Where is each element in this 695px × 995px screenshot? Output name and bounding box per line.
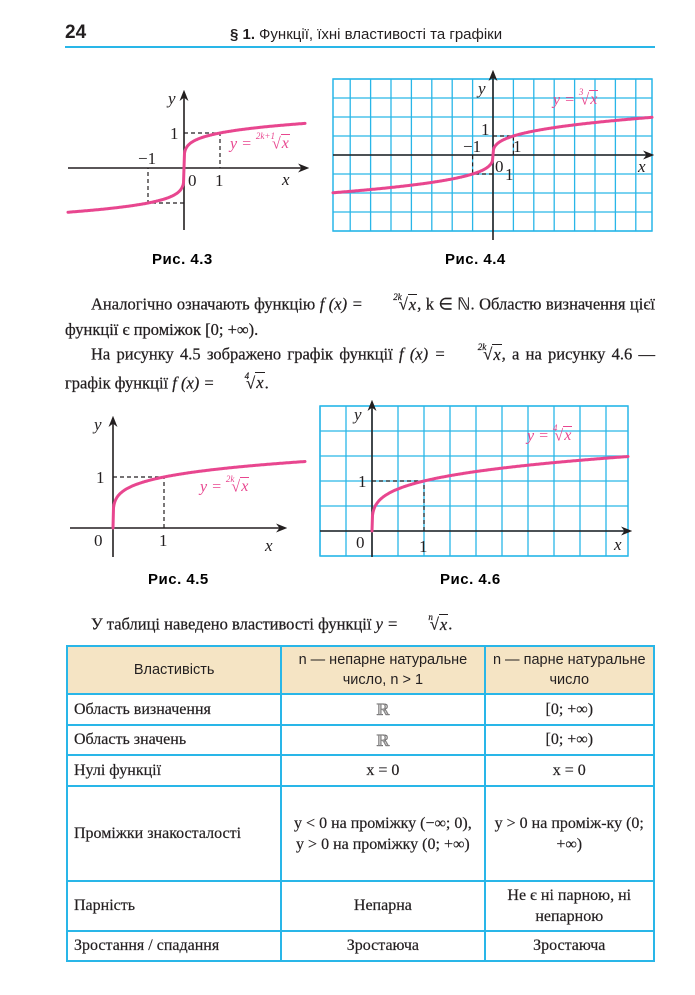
property-name: Парність <box>65 880 283 932</box>
figure-4-4 <box>331 69 655 240</box>
y-axis-label: y <box>352 405 362 424</box>
function-curve <box>111 460 307 530</box>
even-value: Не є ні парною, ні непарною <box>483 880 655 932</box>
odd-value: Зростаюча <box>280 930 486 962</box>
formula-label: y = 2k√x <box>200 474 250 496</box>
odd-value: ℝ <box>280 693 486 726</box>
chapter-title: Функції, їхні властивості та графіки <box>259 26 503 43</box>
y-tick-minus-1: 1 <box>505 165 514 184</box>
section-number: § 1. <box>230 26 256 43</box>
x-axis-label: x <box>281 170 290 189</box>
y-tick-1: 1 <box>170 124 179 143</box>
table-row: Зростання / спадання Зростаюча Зростаюча <box>65 930 655 962</box>
odd-value: ℝ <box>280 724 486 756</box>
x-tick-minus-1: −1 <box>138 149 156 168</box>
header-odd-n: n — непарне натуральне число, n > 1 <box>280 645 486 695</box>
x-axis-label: x <box>637 157 646 176</box>
formula-label: y = 3√x <box>553 87 599 109</box>
figure-4-6 <box>319 399 633 557</box>
figure-caption: Рис. 4.6 <box>440 571 501 588</box>
y-tick-1: 1 <box>96 468 105 487</box>
origin-label: 0 <box>495 157 504 176</box>
property-name: Проміжки знакосталості <box>65 785 283 882</box>
table-row: Область визначення ℝ [0; +∞) <box>65 693 655 726</box>
x-tick-1: 1 <box>215 171 224 190</box>
function-curve <box>331 115 654 195</box>
formula-label: y = 4√x <box>527 423 573 445</box>
paragraph-figures: На рисунку 4.5 зображено графік функції … <box>65 342 655 392</box>
running-header: § 1. Функції, їхні властивості та графіки <box>230 26 502 43</box>
odd-value: y < 0 на проміжку (−∞; 0), y > 0 на пром… <box>280 785 486 882</box>
figure-caption: Рис. 4.3 <box>152 251 213 268</box>
odd-value: Непарна <box>280 880 486 932</box>
x-tick-1: 1 <box>419 537 428 556</box>
formula-label: y = 2k+1√x <box>230 131 290 153</box>
header-even-n: n — парне натуральне число <box>483 645 655 695</box>
x-tick-1: 1 <box>159 531 168 550</box>
figure-4-5 <box>70 415 307 557</box>
header-property: Властивість <box>65 645 283 695</box>
origin-label: 0 <box>94 531 103 550</box>
even-value: [0; +∞) <box>483 693 655 726</box>
page-number: 24 <box>65 22 87 43</box>
even-value: [0; +∞) <box>483 724 655 756</box>
table-row: Проміжки знакосталості y < 0 на проміжку … <box>65 785 655 882</box>
x-axis-label: x <box>613 535 622 554</box>
y-axis-label: y <box>476 79 486 98</box>
paragraph-table-intro: У таблиці наведено властивості функції y… <box>91 612 453 634</box>
property-name: Нулі функції <box>65 754 283 787</box>
figure-caption: Рис. 4.4 <box>445 251 506 268</box>
property-name: Зростання / спадання <box>65 930 283 962</box>
even-value: x = 0 <box>483 754 655 787</box>
y-axis-label: y <box>166 89 176 108</box>
table-row: Парність Непарна Не є ні парною, ні непарн… <box>65 880 655 932</box>
properties-table: Властивість n — непарне натуральне число… <box>65 645 655 962</box>
y-tick-1: 1 <box>481 120 490 139</box>
figure-4-3 <box>66 89 310 230</box>
table-row: Область значень ℝ [0; +∞) <box>65 724 655 756</box>
figure-caption: Рис. 4.5 <box>148 571 209 588</box>
x-tick-minus-1: −1 <box>463 137 481 156</box>
paragraph-definition: Аналогічно означають функцію f (x) = 2k√… <box>65 292 655 339</box>
origin-label: 0 <box>356 533 365 552</box>
grid-border <box>319 405 629 557</box>
odd-value: x = 0 <box>280 754 486 787</box>
function-curve <box>66 121 307 214</box>
property-name: Область визначення <box>65 693 283 726</box>
origin-label: 0 <box>188 171 197 190</box>
property-name: Область значень <box>65 724 283 756</box>
table-header-row: Властивість n — непарне натуральне число… <box>65 645 655 695</box>
y-tick-1: 1 <box>358 472 367 491</box>
x-axis-label: x <box>264 536 273 555</box>
header-divider <box>65 46 655 48</box>
function-curve <box>370 455 630 533</box>
even-value: Зростаюча <box>483 930 655 962</box>
y-axis-label: y <box>92 415 102 434</box>
x-tick-1: 1 <box>513 137 522 156</box>
even-value: y > 0 на проміж-ку (0; +∞) <box>483 785 655 882</box>
